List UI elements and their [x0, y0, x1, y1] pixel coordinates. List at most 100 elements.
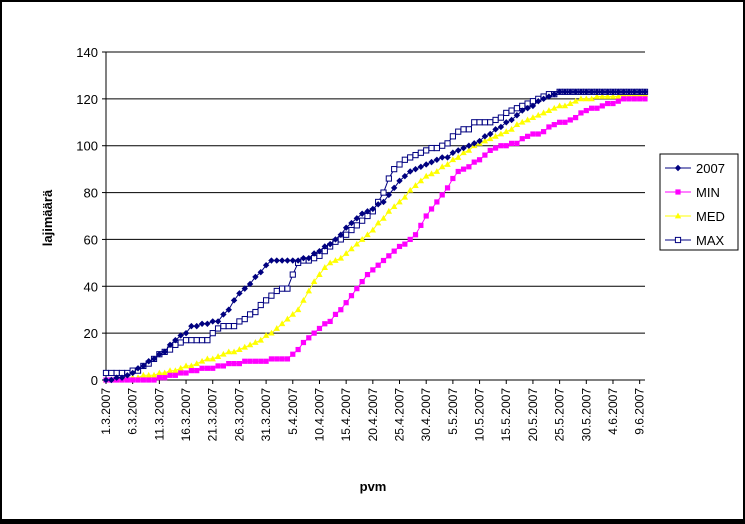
data-point [433, 144, 440, 152]
data-point [316, 247, 323, 255]
data-point [338, 307, 344, 313]
data-point [455, 168, 461, 175]
data-point [583, 88, 590, 96]
data-point [642, 96, 648, 102]
x-tick-label: 16.3.2007 [179, 388, 193, 442]
data-point [380, 214, 387, 221]
data-point [284, 285, 291, 292]
data-point [407, 236, 413, 243]
data-point [428, 170, 435, 177]
y-tick-label: 40 [84, 279, 98, 294]
data-point [508, 125, 515, 132]
data-point [471, 140, 478, 147]
data-point [530, 131, 536, 137]
x-tick-label: 15.5.2007 [499, 388, 513, 442]
data-point [615, 93, 622, 99]
data-point [279, 356, 285, 362]
data-point [599, 88, 606, 96]
data-point [172, 372, 178, 378]
data-point [252, 308, 259, 316]
data-point [273, 325, 280, 331]
data-point [567, 117, 573, 123]
data-point [102, 369, 110, 377]
data-point [332, 257, 339, 263]
data-point [274, 356, 280, 362]
data-point [182, 329, 190, 337]
data-point [396, 198, 403, 205]
data-point [268, 329, 275, 336]
data-point [492, 116, 499, 124]
data-point [401, 156, 408, 163]
data-point [481, 119, 489, 126]
data-point [262, 262, 270, 269]
data-point [439, 142, 446, 149]
data-point [140, 371, 147, 378]
x-tick-label: 5.5.2007 [446, 388, 460, 435]
data-point [482, 152, 488, 158]
data-point [134, 365, 142, 372]
legend-label: MIN [696, 185, 720, 200]
data-point [215, 363, 221, 369]
data-point [198, 357, 206, 364]
data-point [439, 192, 445, 198]
data-point [540, 109, 547, 116]
x-tick-label: 25.5.2007 [553, 388, 567, 442]
data-point [546, 124, 552, 130]
data-point [321, 243, 329, 250]
data-point [230, 323, 238, 330]
data-point [428, 206, 435, 212]
data-point [599, 103, 605, 109]
data-point [476, 119, 483, 126]
data-point [471, 119, 478, 126]
data-point [513, 112, 521, 119]
data-point [294, 257, 302, 264]
data-point [370, 267, 376, 273]
x-tick-label: 31.3.2007 [259, 388, 273, 442]
data-point [268, 356, 275, 362]
y-tick-label: 100 [76, 139, 98, 154]
x-tick-label: 30.5.2007 [579, 388, 593, 442]
data-point [166, 367, 174, 374]
data-point [310, 278, 318, 284]
data-point [118, 374, 126, 381]
data-point [209, 330, 216, 337]
data-point [188, 322, 195, 330]
data-point [321, 264, 329, 270]
data-point [300, 339, 307, 346]
data-point [102, 376, 110, 384]
data-point [524, 105, 531, 112]
data-point [604, 93, 611, 99]
data-point [583, 107, 589, 114]
data-point [390, 203, 398, 210]
y-tick-label: 80 [84, 186, 98, 201]
data-point [492, 126, 499, 133]
data-point [252, 339, 259, 345]
data-point [551, 90, 558, 98]
data-point [535, 98, 542, 105]
data-point [503, 119, 510, 126]
data-point [609, 93, 617, 99]
data-point [177, 339, 184, 346]
x-tick-label: 1.3.2007 [99, 388, 113, 435]
data-point [188, 368, 194, 374]
data-point [300, 296, 307, 303]
data-point [577, 88, 585, 96]
data-point [385, 207, 393, 214]
data-point [492, 145, 499, 151]
data-point [188, 362, 195, 369]
data-point [572, 97, 579, 104]
data-point [332, 236, 339, 243]
data-point [391, 248, 397, 254]
data-point [284, 356, 291, 362]
data-point [151, 377, 157, 383]
data-point [242, 358, 248, 364]
data-point [262, 297, 270, 304]
data-point [503, 109, 510, 117]
x-tick-label: 20.5.2007 [526, 388, 540, 442]
data-point [236, 346, 243, 352]
data-point [241, 315, 248, 323]
data-point [609, 88, 617, 96]
x-tick-label: 25.4.2007 [393, 388, 407, 442]
data-point [236, 290, 243, 297]
